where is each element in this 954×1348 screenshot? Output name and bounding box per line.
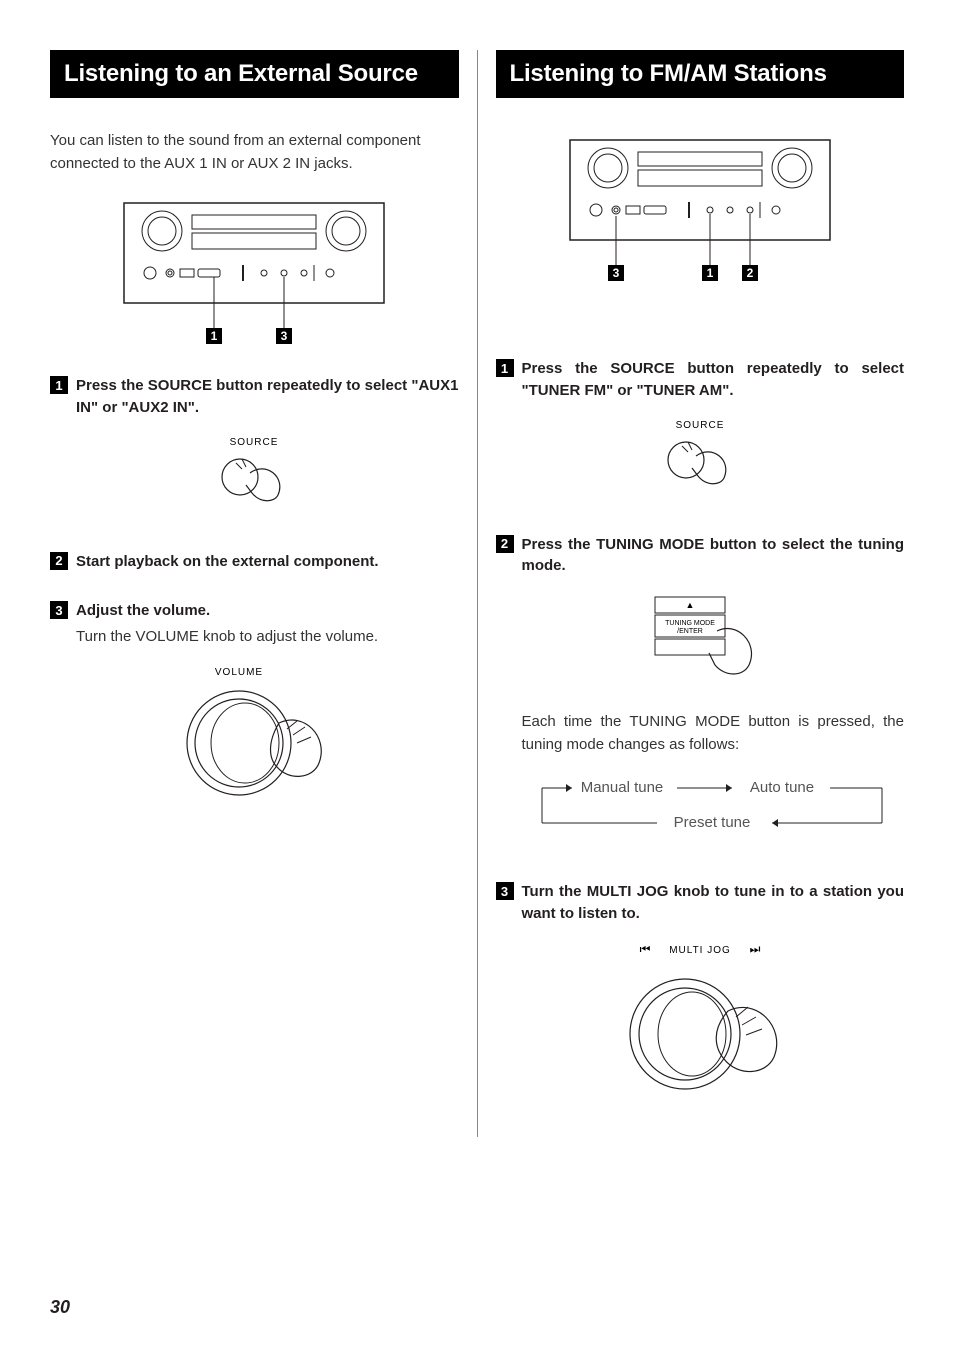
mode-label: Auto tune <box>749 779 813 796</box>
device-pointer: 1 <box>706 266 713 280</box>
step-text: Press the SOURCE button repeatedly to se… <box>76 375 459 419</box>
step-subtext: Turn the VOLUME knob to adjust the volum… <box>76 626 459 649</box>
step-number-box: 1 <box>496 359 514 377</box>
device-pointer: 3 <box>281 329 288 343</box>
multi-jog-knob-illustration: ⏮ MULTI JOG ⏭ <box>600 939 800 1109</box>
step-number-box: 3 <box>496 882 514 900</box>
section-header-external: Listening to an External Source <box>50 50 459 98</box>
page-number: 30 <box>50 1297 70 1318</box>
right-column: Listening to FM/AM Stations <box>478 50 905 1137</box>
tuning-mode-cycle-diagram: Manual tune Auto tune Preset tune <box>522 768 902 848</box>
step-text: Adjust the volume. <box>76 600 459 622</box>
knob-label: MULTI JOG <box>669 945 731 956</box>
step-3-left: 3 Adjust the volume. Turn the VOLUME kno… <box>50 600 459 812</box>
two-column-layout: Listening to an External Source You can … <box>50 50 904 1137</box>
step-text: Press the TUNING MODE button to select t… <box>522 534 905 578</box>
step-subtext: Each time the TUNING MODE button is pres… <box>522 711 905 756</box>
step-number-box: 3 <box>50 601 68 619</box>
step-2-right: 2 Press the TUNING MODE button to select… <box>496 534 905 854</box>
intro-text: You can listen to the sound from an exte… <box>50 130 459 175</box>
section-header-fmam: Listening to FM/AM Stations <box>496 50 905 98</box>
prev-icon: ⏮ <box>639 942 650 956</box>
step-2-left: 2 Start playback on the external compone… <box>50 551 459 573</box>
svg-text:/ENTER: /ENTER <box>677 628 703 635</box>
mode-label: Manual tune <box>580 779 663 796</box>
button-label: SOURCE <box>230 437 279 448</box>
left-column: Listening to an External Source You can … <box>50 50 478 1137</box>
device-diagram-left: 1 3 <box>114 193 394 353</box>
step-1-right: 1 Press the SOURCE button repeatedly to … <box>496 358 905 506</box>
step-number-box: 2 <box>50 552 68 570</box>
press-source-illustration-right: SOURCE <box>640 416 760 506</box>
manual-page: Listening to an External Source You can … <box>0 0 954 1348</box>
press-tuning-mode-illustration: ▲ TUNING MODE /ENTER <box>625 591 775 691</box>
next-icon: ⏭ <box>749 942 760 956</box>
step-text: Start playback on the external component… <box>76 551 459 573</box>
step-text: Press the SOURCE button repeatedly to se… <box>522 358 905 402</box>
press-source-illustration: SOURCE <box>194 433 314 523</box>
volume-knob-illustration: VOLUME <box>169 663 339 813</box>
device-diagram-right: 3 1 2 <box>560 130 840 290</box>
step-number-box: 2 <box>496 535 514 553</box>
mode-label: Preset tune <box>673 814 750 831</box>
step-text: Turn the MULTI JOG knob to tune in to a … <box>522 881 905 925</box>
knob-label: VOLUME <box>215 667 263 678</box>
device-pointer: 3 <box>612 266 619 280</box>
device-pointer: 2 <box>746 266 753 280</box>
step-1-left: 1 Press the SOURCE button repeatedly to … <box>50 375 459 523</box>
step-3-right: 3 Turn the MULTI JOG knob to tune in to … <box>496 881 905 1109</box>
svg-text:TUNING MODE: TUNING MODE <box>665 620 715 627</box>
eject-icon: ▲ <box>685 600 694 610</box>
device-pointer: 1 <box>211 329 218 343</box>
button-label: SOURCE <box>675 420 724 431</box>
step-number-box: 1 <box>50 376 68 394</box>
